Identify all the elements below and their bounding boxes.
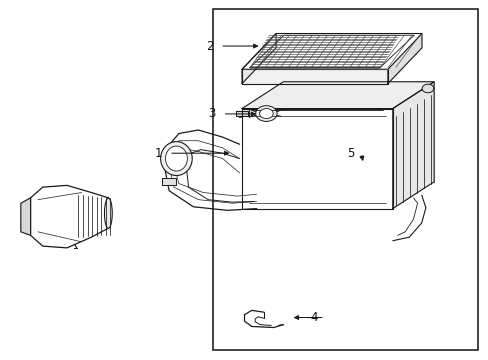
- Text: 5: 5: [346, 147, 353, 160]
- Polygon shape: [242, 33, 276, 84]
- Ellipse shape: [104, 198, 112, 228]
- Polygon shape: [162, 178, 176, 185]
- Polygon shape: [387, 33, 421, 84]
- Polygon shape: [242, 33, 421, 69]
- Polygon shape: [242, 69, 387, 84]
- Polygon shape: [242, 109, 392, 208]
- Bar: [212, 9, 477, 350]
- Polygon shape: [242, 82, 433, 109]
- Polygon shape: [392, 82, 433, 208]
- Polygon shape: [235, 111, 248, 116]
- Circle shape: [259, 109, 273, 118]
- Text: 2: 2: [205, 40, 213, 53]
- Text: 3: 3: [208, 107, 215, 120]
- Polygon shape: [21, 198, 30, 235]
- Text: 1: 1: [154, 147, 162, 160]
- Circle shape: [421, 84, 433, 93]
- Circle shape: [255, 106, 277, 121]
- Text: 4: 4: [310, 311, 317, 324]
- Ellipse shape: [165, 146, 187, 171]
- Ellipse shape: [160, 141, 192, 176]
- Polygon shape: [283, 82, 433, 182]
- Polygon shape: [30, 185, 108, 248]
